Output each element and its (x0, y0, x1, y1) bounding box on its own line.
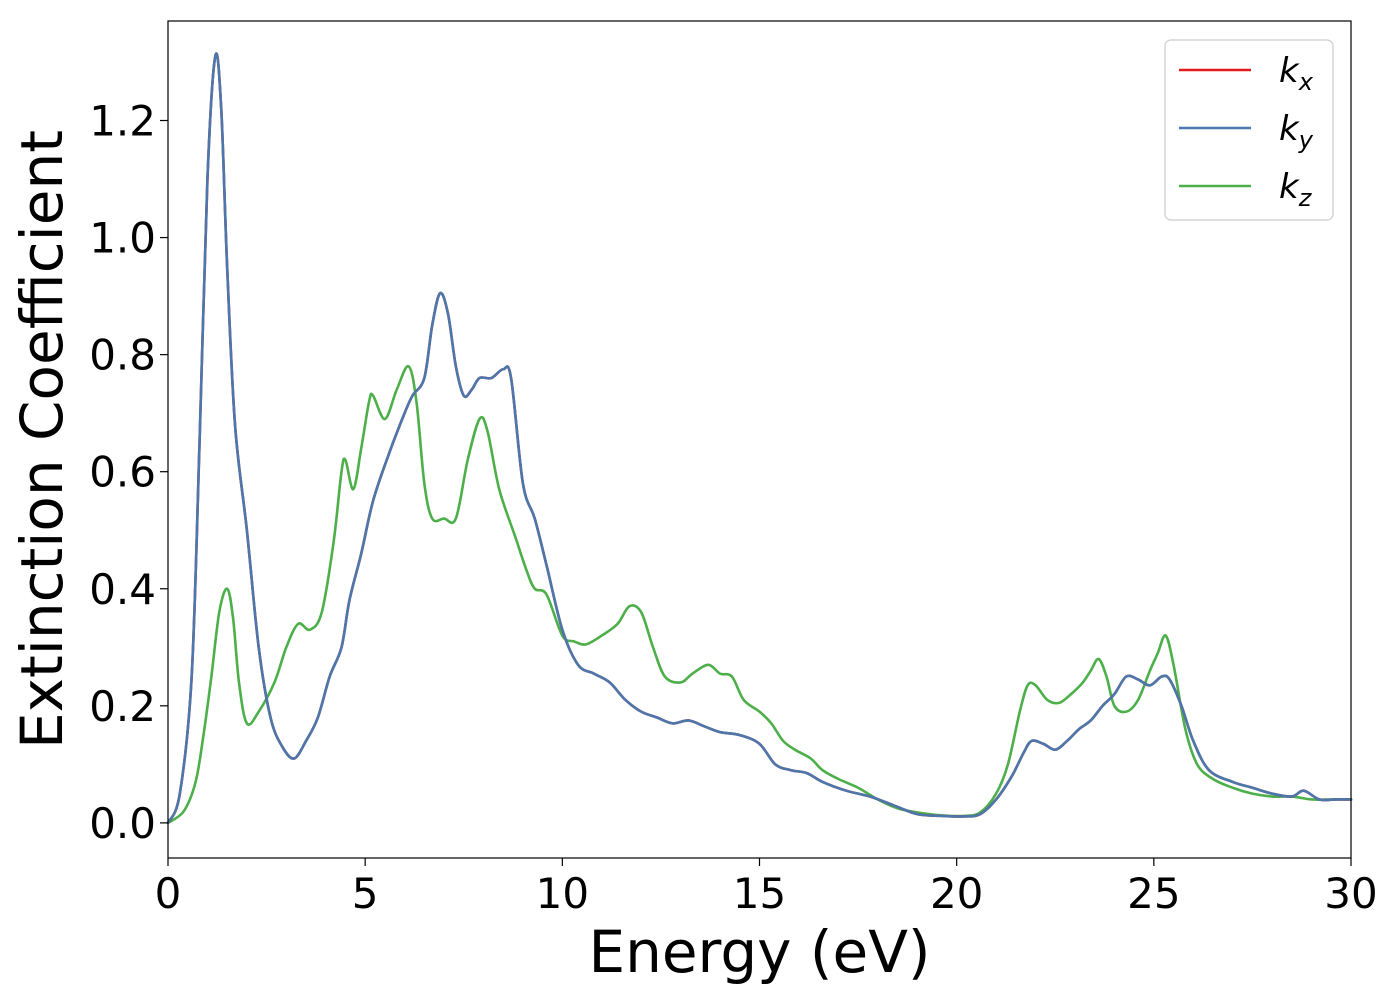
legend-label-k-y: ky (1279, 109, 1314, 154)
x-tick-label: 30 (1324, 869, 1377, 918)
x-tick-label: 10 (536, 869, 589, 918)
y-tick-label: 0.6 (89, 448, 156, 497)
x-tick-label: 20 (930, 869, 983, 918)
y-axis-title: Extinction Coefficient (8, 130, 76, 749)
series-line-k-y (166, 52, 1353, 825)
legend-label-k-z: kz (1279, 167, 1313, 212)
legend: kx ky kz (1164, 39, 1334, 221)
legend-label-k-x: kx (1279, 51, 1314, 96)
y-tick-label: 1.2 (89, 97, 156, 146)
x-axis-title: Energy (eV) (588, 918, 930, 986)
x-tick-label: 5 (352, 869, 379, 918)
x-tick-label: 15 (733, 869, 786, 918)
y-axis-ticks: 0.0 0.2 0.4 0.6 0.8 1.0 1.2 (89, 97, 168, 848)
series-group (166, 52, 1353, 825)
x-tick-label: 0 (155, 869, 182, 918)
y-tick-label: 0.0 (89, 799, 156, 848)
y-tick-label: 0.8 (89, 331, 156, 380)
y-tick-label: 0.2 (89, 682, 156, 731)
x-axis-ticks: 0 5 10 15 20 25 30 (155, 858, 1378, 918)
y-tick-label: 0.4 (89, 565, 156, 614)
x-tick-label: 25 (1127, 869, 1180, 918)
legend-box (1164, 39, 1334, 221)
y-tick-label: 1.0 (89, 214, 156, 263)
series-line-k-z (166, 365, 1353, 825)
